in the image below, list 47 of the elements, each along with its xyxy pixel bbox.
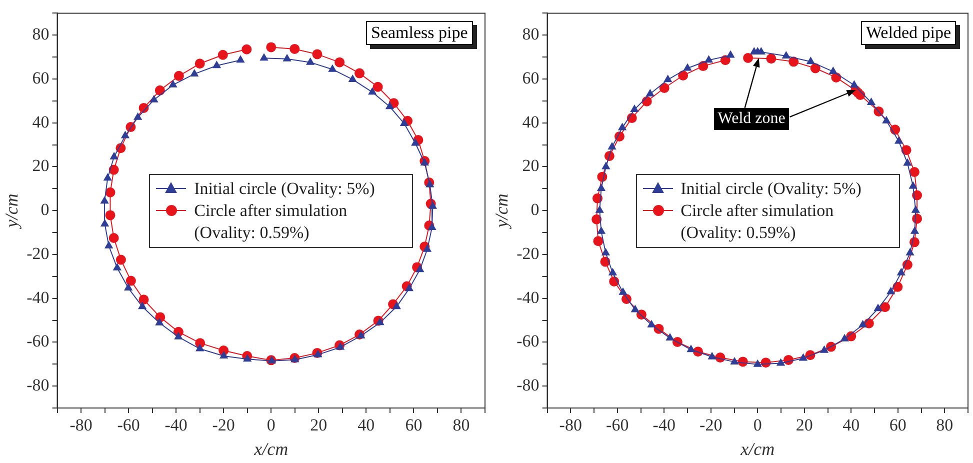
y-tick-label: -60 xyxy=(516,332,540,351)
x-tick-label: 80 xyxy=(936,416,954,435)
y-axis-title: y/cm xyxy=(2,194,22,230)
x-axis-title: x/cm xyxy=(740,438,775,459)
x-tick-label: 20 xyxy=(310,416,328,435)
x-tick-label: -20 xyxy=(212,416,235,435)
annotation: Weld zone xyxy=(714,108,790,130)
y-tick-label: 40 xyxy=(32,112,50,132)
y-tick-label: -40 xyxy=(516,288,540,307)
y-tick-label: 40 xyxy=(522,112,540,132)
y-axis-title: y/cm xyxy=(492,194,512,230)
x-tick-label: -80 xyxy=(70,416,92,435)
y-tick-label: -80 xyxy=(26,376,50,395)
y-tick-label: 20 xyxy=(522,156,540,176)
x-tick-label: 80 xyxy=(452,416,470,435)
x-tick-label: -60 xyxy=(117,416,140,435)
x-tick-label: -80 xyxy=(559,416,582,435)
y-tick-label: 80 xyxy=(32,24,50,44)
annotation: Seamless pipe xyxy=(366,21,473,46)
annotation: Welded pipe xyxy=(861,21,956,46)
y-tick-label: 80 xyxy=(522,24,540,44)
x-tick-label: 0 xyxy=(753,416,762,435)
x-tick-label: -60 xyxy=(606,416,629,435)
y-tick-label: -20 xyxy=(26,244,50,263)
y-tick-label: 60 xyxy=(32,68,50,88)
x-tick-label: 20 xyxy=(796,416,813,435)
legend-label: Circle after simulation (Ovality: 0.59%) xyxy=(194,200,348,244)
y-tick-label: 0 xyxy=(40,200,50,220)
x-tick-label: 40 xyxy=(842,416,860,435)
y-tick-label: -60 xyxy=(26,332,50,351)
x-tick-label: 60 xyxy=(889,416,906,435)
x-tick-label: -40 xyxy=(164,416,188,435)
x-tick-label: 0 xyxy=(266,416,276,435)
y-tick-label: 60 xyxy=(522,68,540,88)
y-tick-label: 0 xyxy=(530,200,540,220)
x-tick-label: 40 xyxy=(358,416,375,435)
y-tick-label: -20 xyxy=(516,244,540,263)
legend-label: Initial circle (Ovality: 5%) xyxy=(194,178,375,200)
y-tick-label: 20 xyxy=(32,156,50,176)
x-tick-label: -40 xyxy=(652,416,676,435)
legend-label: Initial circle (Ovality: 5%) xyxy=(680,178,862,200)
legend-label: Circle after simulation (Ovality: 0.59%) xyxy=(680,200,835,244)
y-tick-label: -80 xyxy=(516,376,540,395)
x-tick-label: -20 xyxy=(700,416,722,435)
x-tick-label: 60 xyxy=(405,416,422,435)
y-tick-label: -40 xyxy=(26,288,50,307)
x-axis-title: x/cm xyxy=(253,438,288,459)
